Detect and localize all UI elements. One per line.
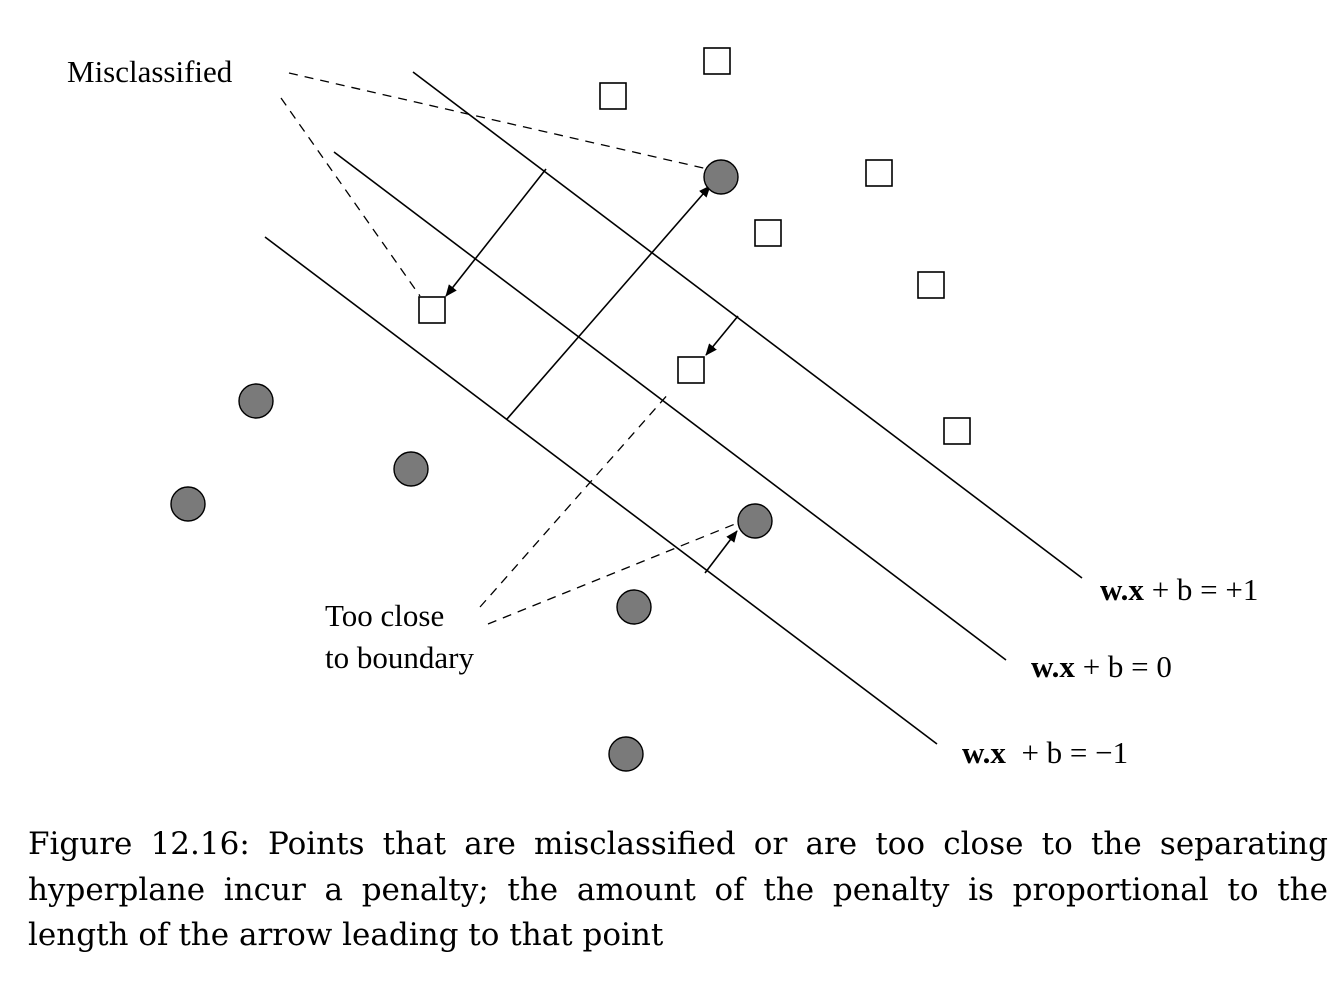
penalty-arrow-misclassified-square bbox=[445, 168, 547, 297]
circle-point-too-close bbox=[737, 503, 773, 539]
equation-minus-one-lhs: w.x bbox=[962, 735, 1006, 770]
misclassified-label: Misclassified bbox=[67, 54, 233, 89]
square-point bbox=[703, 47, 731, 75]
svm-diagram: Misclassified Too close to boundary w.x … bbox=[67, 47, 1258, 772]
equation-plus-one: w.x + b = +1 bbox=[1100, 572, 1258, 607]
square-point-misclassified bbox=[418, 296, 446, 324]
equation-minus-one-rhs: + b = −1 bbox=[1006, 735, 1128, 770]
circle-point bbox=[170, 486, 206, 522]
hyperplane-plus-one bbox=[412, 71, 1083, 579]
hyperplane-zero bbox=[333, 151, 1007, 661]
square-point bbox=[599, 82, 627, 110]
square-point-too-close bbox=[677, 356, 705, 384]
equation-zero-rhs: + b = 0 bbox=[1075, 649, 1172, 684]
circle-point bbox=[616, 589, 652, 625]
circle-point bbox=[393, 451, 429, 487]
circle-points bbox=[170, 159, 773, 772]
penalty-arrow-misclassified-circle bbox=[506, 185, 711, 420]
equation-plus-one-lhs: w.x bbox=[1100, 572, 1144, 607]
equation-zero-lhs: w.x bbox=[1031, 649, 1075, 684]
square-point bbox=[865, 159, 893, 187]
circle-point bbox=[608, 736, 644, 772]
circle-point bbox=[238, 383, 274, 419]
square-points bbox=[418, 47, 971, 445]
circle-point-misclassified bbox=[703, 159, 739, 195]
equation-minus-one: w.x + b = −1 bbox=[962, 735, 1128, 770]
square-point bbox=[943, 417, 971, 445]
hyperplane-minus-one bbox=[264, 236, 938, 745]
penalty-arrow-close-square bbox=[705, 315, 739, 356]
equation-plus-one-rhs: + b = +1 bbox=[1144, 572, 1258, 607]
equation-zero: w.x + b = 0 bbox=[1031, 649, 1172, 684]
misclassified-pointer-to-square bbox=[280, 97, 421, 297]
too-close-label-line1: Too close bbox=[325, 598, 444, 633]
figure-caption: Figure 12.16: Points that are misclassif… bbox=[28, 826, 1328, 953]
penalty-arrow-close-circle bbox=[704, 530, 738, 574]
too-close-pointer-to-circle bbox=[487, 521, 741, 625]
misclassified-pointer-to-circle bbox=[288, 72, 713, 171]
too-close-pointer-to-square bbox=[479, 391, 671, 608]
too-close-label-line2: to boundary bbox=[325, 640, 474, 675]
square-point bbox=[917, 271, 945, 299]
square-point bbox=[754, 219, 782, 247]
